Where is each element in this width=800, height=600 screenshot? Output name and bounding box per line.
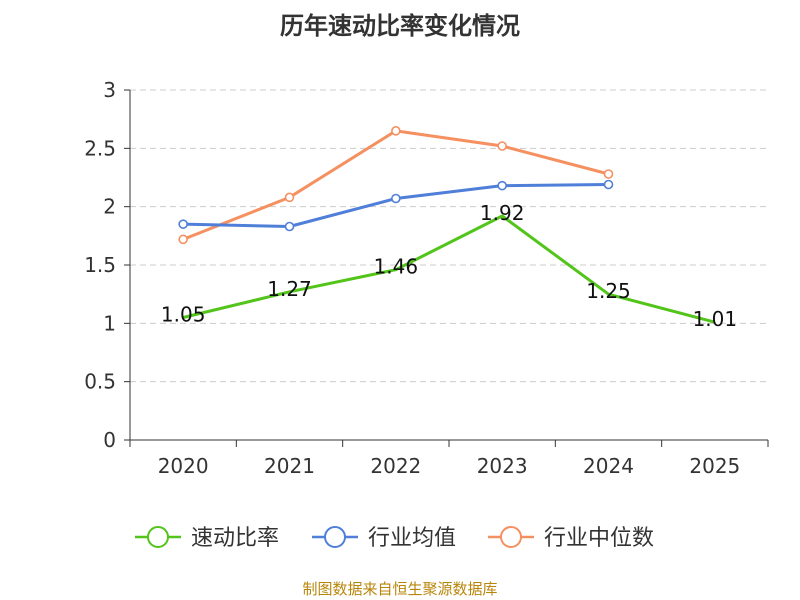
data-point[interactable] <box>497 180 507 191</box>
data-point[interactable] <box>391 193 401 204</box>
legend-swatch-marker <box>147 526 169 548</box>
y-tick-label: 1 <box>103 311 116 335</box>
series-line <box>183 183 609 228</box>
data-point[interactable] <box>178 219 188 229</box>
y-tick-label: 2 <box>103 195 116 219</box>
x-tick-label: 2022 <box>370 454 421 478</box>
axes: 0 0.5 1 1.5 2 2.5 3 2020 2021 2022 2023 2024 2025 <box>84 78 769 478</box>
legend-swatch-marker <box>324 526 346 548</box>
y-tick-label: 2.5 <box>84 136 116 160</box>
series-line <box>182 214 716 324</box>
data-label: 1.27 <box>267 277 312 301</box>
legend-item[interactable]: 行业中位数 <box>488 526 654 551</box>
y-tick-label: 3 <box>103 78 116 102</box>
data-point[interactable] <box>497 141 507 151</box>
data-label: 1.01 <box>693 307 738 331</box>
legend[interactable]: 速动比率 行业均值 行业中位数 <box>135 526 654 551</box>
legend-label: 行业均值 <box>368 526 456 551</box>
x-tick-label: 2021 <box>264 454 315 478</box>
y-tick-label: 0.5 <box>84 370 116 394</box>
grid-lines <box>130 89 768 383</box>
legend-item[interactable]: 速动比率 <box>135 526 279 551</box>
x-tick-label: 2025 <box>689 454 740 478</box>
legend-label: 行业中位数 <box>544 526 654 551</box>
data-point[interactable] <box>178 234 188 245</box>
x-tick-label: 2020 <box>158 454 209 478</box>
data-point[interactable] <box>284 221 295 232</box>
data-label: 1.05 <box>161 303 206 327</box>
chart-title: 历年速动比率变化情况 <box>280 12 520 40</box>
data-point[interactable] <box>284 192 295 203</box>
legend-item[interactable]: 行业均值 <box>312 526 456 551</box>
series-group <box>178 126 716 324</box>
y-tick-label: 1.5 <box>84 253 116 277</box>
data-point[interactable] <box>603 169 614 179</box>
data-point[interactable] <box>603 179 614 190</box>
data-labels: 1.05 1.27 1.46 1.92 1.25 1.01 <box>161 201 737 331</box>
x-tick-label: 2024 <box>583 454 634 478</box>
x-tick-label: 2023 <box>477 454 528 478</box>
data-label: 1.46 <box>374 255 419 279</box>
data-label: 1.92 <box>480 201 525 225</box>
source-note: 制图数据来自恒生聚源数据库 <box>302 580 498 598</box>
legend-swatch-marker <box>500 526 522 548</box>
data-label: 1.25 <box>586 279 631 303</box>
y-tick-label: 0 <box>103 428 116 452</box>
legend-label: 速动比率 <box>191 526 279 551</box>
data-point[interactable] <box>391 126 401 136</box>
